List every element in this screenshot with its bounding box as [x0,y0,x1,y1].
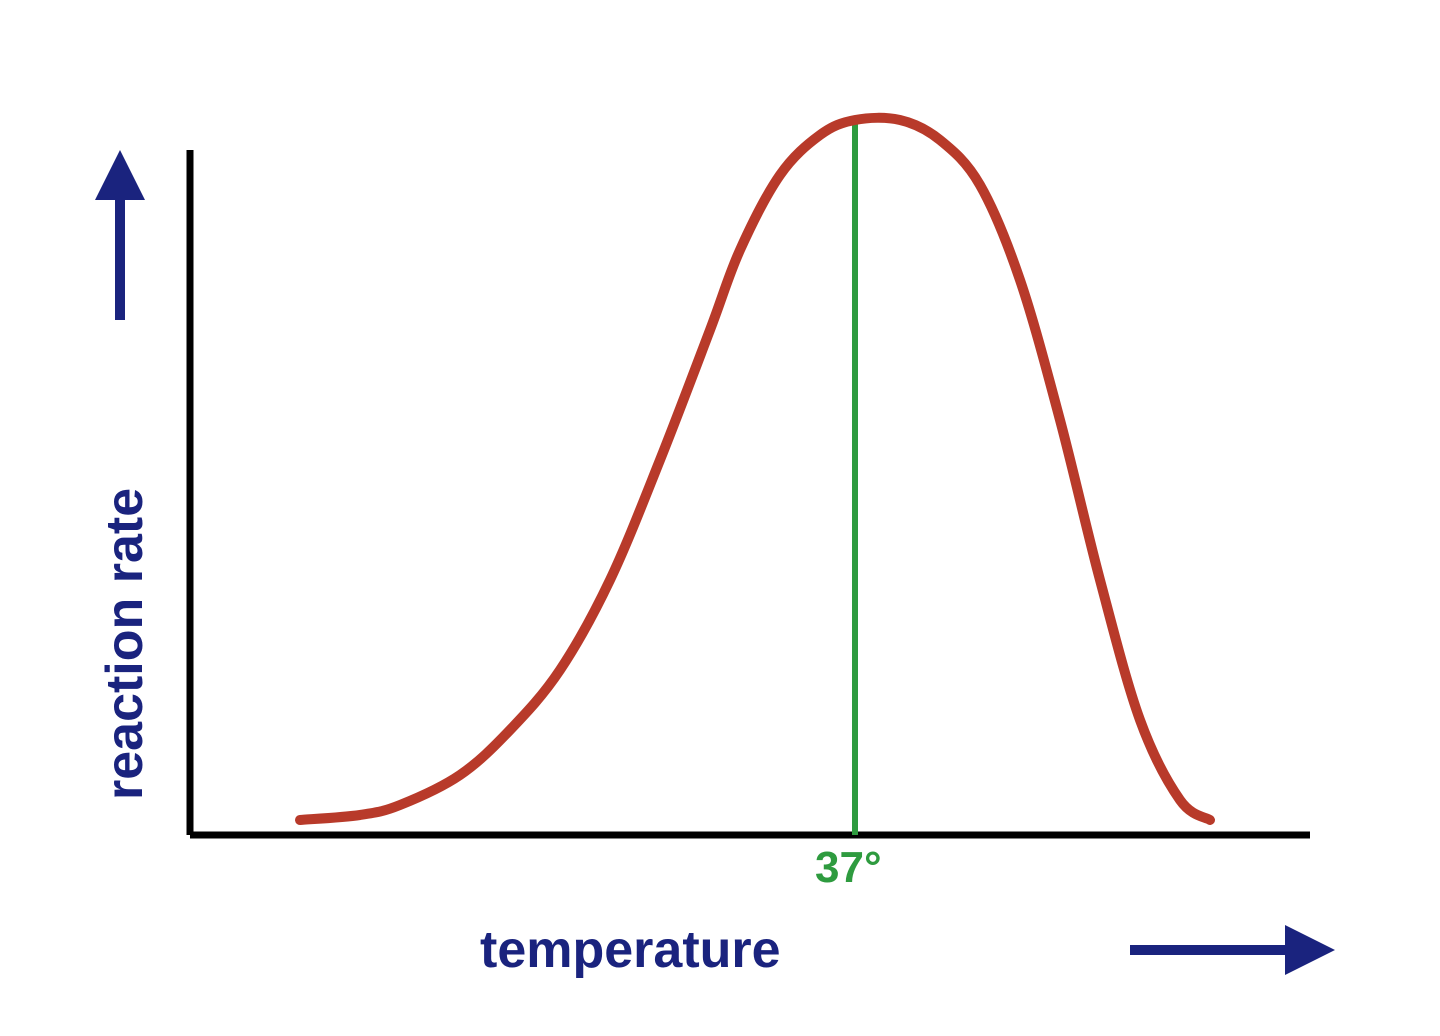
chart-container: reaction rate temperature 37° [0,0,1440,1036]
y-axis-label: reaction rate [95,488,155,800]
x-axis-label: temperature [480,920,781,980]
chart-svg [0,0,1440,1036]
reaction-rate-curve [300,118,1210,820]
marker-label: 37° [815,843,882,893]
